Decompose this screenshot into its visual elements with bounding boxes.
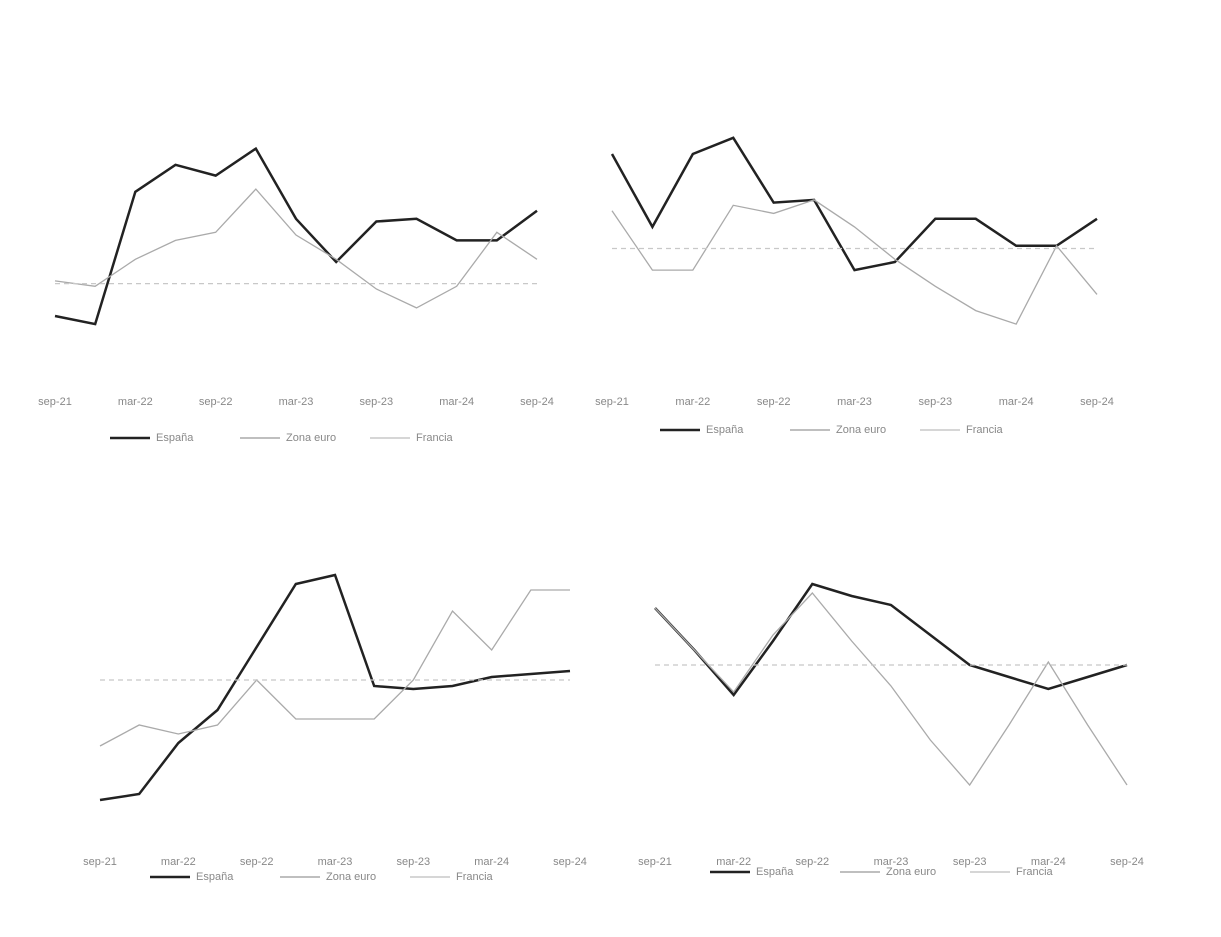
series-line <box>99 589 570 747</box>
x-tick-label: sep-22 <box>796 856 830 868</box>
legend-label: Francia <box>966 424 1004 436</box>
x-tick-label: sep-21 <box>38 396 72 408</box>
x-tick-label: mar-22 <box>161 856 196 868</box>
x-tick-label: sep-21 <box>595 396 629 408</box>
x-tick-label: mar-23 <box>318 856 353 868</box>
x-tick-label: mar-23 <box>874 856 909 868</box>
x-tick-label: sep-23 <box>360 396 394 408</box>
legend-label: Zona euro <box>286 432 336 444</box>
x-tick-label: mar-24 <box>474 856 509 868</box>
x-tick-label: mar-24 <box>439 396 474 408</box>
series-line <box>99 573 571 802</box>
legend-label: Zona euro <box>836 424 886 436</box>
x-tick-label: sep-22 <box>199 396 233 408</box>
series-line <box>54 146 538 326</box>
x-tick-label: sep-23 <box>919 396 953 408</box>
series-line <box>654 592 1128 787</box>
legend-label: España <box>196 871 234 883</box>
x-tick-label: sep-23 <box>397 856 431 868</box>
x-tick-label: mar-22 <box>716 856 751 868</box>
x-tick-label: mar-22 <box>675 396 710 408</box>
x-tick-label: mar-23 <box>837 396 872 408</box>
x-tick-label: mar-22 <box>118 396 153 408</box>
legend-label: España <box>156 432 194 444</box>
x-tick-label: sep-24 <box>1080 396 1114 408</box>
series-line <box>654 582 1128 698</box>
x-tick-label: sep-24 <box>553 856 587 868</box>
legend-label: España <box>756 866 794 878</box>
series-line <box>54 188 538 309</box>
legend-label: Francia <box>416 432 454 444</box>
x-tick-label: sep-24 <box>520 396 554 408</box>
legend-label: España <box>706 424 744 436</box>
legend-label: Zona euro <box>886 866 936 878</box>
series-line <box>610 136 1098 272</box>
legend-label: Zona euro <box>326 871 376 883</box>
x-tick-label: mar-23 <box>279 396 314 408</box>
series-line <box>611 199 1098 325</box>
legend-label: Francia <box>456 871 494 883</box>
x-tick-label: sep-22 <box>240 856 274 868</box>
x-tick-label: mar-24 <box>999 396 1034 408</box>
x-tick-label: sep-23 <box>953 856 987 868</box>
x-tick-label: sep-21 <box>83 856 117 868</box>
x-tick-label: sep-21 <box>638 856 672 868</box>
x-tick-label: sep-24 <box>1110 856 1144 868</box>
x-tick-label: sep-22 <box>757 396 791 408</box>
x-tick-label: mar-24 <box>1031 856 1066 868</box>
legend-label: Francia <box>1016 866 1054 878</box>
